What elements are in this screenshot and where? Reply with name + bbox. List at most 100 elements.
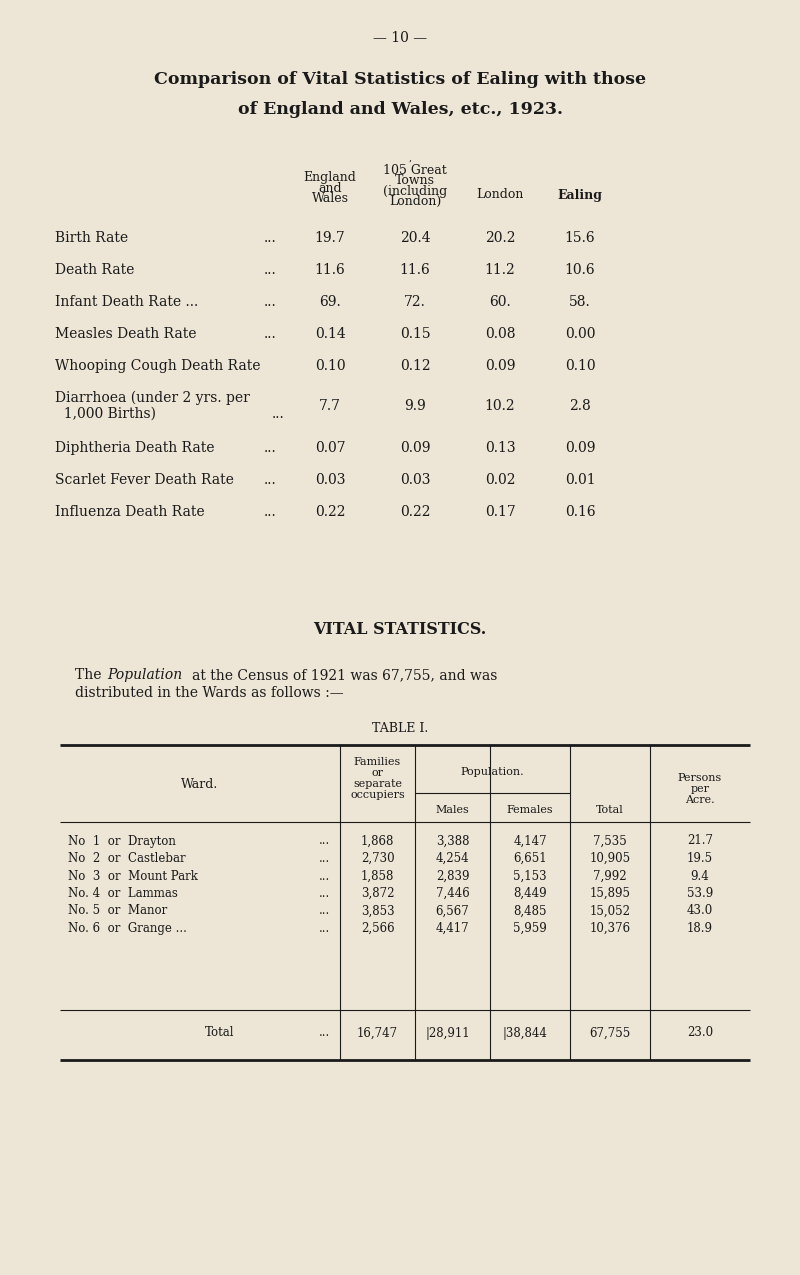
Text: 0.03: 0.03: [314, 473, 346, 487]
Text: 1,868: 1,868: [361, 835, 394, 848]
Text: ,: ,: [409, 153, 411, 162]
Text: Population.: Population.: [461, 768, 524, 776]
Text: 10,905: 10,905: [590, 852, 630, 864]
Text: London): London): [389, 195, 441, 208]
Text: ...: ...: [318, 870, 330, 882]
Text: |38,844: |38,844: [502, 1026, 547, 1039]
Text: 0.22: 0.22: [314, 505, 346, 519]
Text: 2.8: 2.8: [569, 399, 591, 413]
Text: Females: Females: [506, 805, 554, 815]
Text: ...: ...: [318, 852, 330, 864]
Text: 10.2: 10.2: [485, 399, 515, 413]
Text: distributed in the Wards as follows :—: distributed in the Wards as follows :—: [75, 686, 344, 700]
Text: Population: Population: [107, 668, 182, 682]
Text: Measles Death Rate: Measles Death Rate: [55, 326, 197, 340]
Text: Ward.: Ward.: [182, 779, 218, 792]
Text: ...: ...: [318, 904, 330, 918]
Text: 11.6: 11.6: [314, 263, 346, 277]
Text: 0.12: 0.12: [400, 360, 430, 374]
Text: 9.4: 9.4: [690, 870, 710, 882]
Text: 4,254: 4,254: [436, 852, 470, 864]
Text: 19.7: 19.7: [314, 231, 346, 245]
Text: 2,566: 2,566: [361, 922, 394, 935]
Text: ...: ...: [318, 835, 330, 848]
Text: 0.07: 0.07: [314, 441, 346, 455]
Text: or: or: [371, 768, 383, 778]
Text: 53.9: 53.9: [687, 887, 713, 900]
Text: 72.: 72.: [404, 295, 426, 309]
Text: 0.10: 0.10: [314, 360, 346, 374]
Text: 4,417: 4,417: [436, 922, 470, 935]
Text: No  1  or  Drayton: No 1 or Drayton: [68, 835, 176, 848]
Text: 0.10: 0.10: [565, 360, 595, 374]
Text: No  3  or  Mount Park: No 3 or Mount Park: [68, 870, 198, 882]
Text: No  2  or  Castlebar: No 2 or Castlebar: [68, 852, 186, 864]
Text: 69.: 69.: [319, 295, 341, 309]
Text: 0.09: 0.09: [565, 441, 595, 455]
Text: 7,446: 7,446: [436, 887, 470, 900]
Text: 8,449: 8,449: [513, 887, 547, 900]
Text: 60.: 60.: [489, 295, 511, 309]
Text: 0.08: 0.08: [485, 326, 515, 340]
Text: ...: ...: [264, 441, 276, 455]
Text: 105 Great: 105 Great: [383, 163, 447, 176]
Text: Death Rate: Death Rate: [55, 263, 134, 277]
Text: No. 5  or  Manor: No. 5 or Manor: [68, 904, 167, 918]
Text: 5,959: 5,959: [513, 922, 547, 935]
Text: Whooping Cough Death Rate: Whooping Cough Death Rate: [55, 360, 261, 374]
Text: TABLE I.: TABLE I.: [372, 722, 428, 734]
Text: per: per: [690, 784, 710, 794]
Text: 7,535: 7,535: [593, 835, 627, 848]
Text: Towns: Towns: [395, 175, 435, 187]
Text: Total: Total: [596, 805, 624, 815]
Text: 0.16: 0.16: [565, 505, 595, 519]
Text: Influenza Death Rate: Influenza Death Rate: [55, 505, 205, 519]
Text: ...: ...: [264, 326, 276, 340]
Text: 15,052: 15,052: [590, 904, 630, 918]
Text: 0.00: 0.00: [565, 326, 595, 340]
Text: ...: ...: [264, 231, 276, 245]
Text: ...: ...: [318, 922, 330, 935]
Text: ...: ...: [318, 1026, 330, 1039]
Text: separate: separate: [353, 779, 402, 789]
Text: Persons: Persons: [678, 773, 722, 783]
Text: 0.15: 0.15: [400, 326, 430, 340]
Text: 8,485: 8,485: [514, 904, 546, 918]
Text: 0.14: 0.14: [314, 326, 346, 340]
Text: No. 4  or  Lammas: No. 4 or Lammas: [68, 887, 178, 900]
Text: Males: Males: [436, 805, 470, 815]
Text: 0.17: 0.17: [485, 505, 515, 519]
Text: 3,853: 3,853: [361, 904, 394, 918]
Text: Acre.: Acre.: [685, 796, 715, 805]
Text: |28,911: |28,911: [425, 1026, 470, 1039]
Text: Scarlet Fever Death Rate: Scarlet Fever Death Rate: [55, 473, 234, 487]
Text: 5,153: 5,153: [513, 870, 547, 882]
Text: (including: (including: [383, 185, 447, 198]
Text: Wales: Wales: [311, 193, 349, 205]
Text: Comparison of Vital Statistics of Ealing with those: Comparison of Vital Statistics of Ealing…: [154, 71, 646, 88]
Text: — 10 —: — 10 —: [373, 31, 427, 45]
Text: London: London: [476, 189, 524, 201]
Text: 10.6: 10.6: [565, 263, 595, 277]
Text: 0.03: 0.03: [400, 473, 430, 487]
Text: Diarrhoea (under 2 yrs. per: Diarrhoea (under 2 yrs. per: [55, 391, 250, 405]
Text: 3,872: 3,872: [361, 887, 394, 900]
Text: 67,755: 67,755: [590, 1026, 630, 1039]
Text: 7.7: 7.7: [319, 399, 341, 413]
Text: VITAL STATISTICS.: VITAL STATISTICS.: [314, 621, 486, 639]
Text: 11.2: 11.2: [485, 263, 515, 277]
Text: 4,147: 4,147: [513, 835, 547, 848]
Text: 58.: 58.: [569, 295, 591, 309]
Text: 15.6: 15.6: [565, 231, 595, 245]
Text: 20.2: 20.2: [485, 231, 515, 245]
Text: 0.02: 0.02: [485, 473, 515, 487]
Text: ...: ...: [264, 295, 276, 309]
Text: Ealing: Ealing: [558, 189, 602, 201]
Text: 6,651: 6,651: [513, 852, 547, 864]
Text: 3,388: 3,388: [436, 835, 470, 848]
Text: 15,895: 15,895: [590, 887, 630, 900]
Text: 0.13: 0.13: [485, 441, 515, 455]
Text: England: England: [303, 172, 357, 185]
Text: Birth Rate: Birth Rate: [55, 231, 128, 245]
Text: Diphtheria Death Rate: Diphtheria Death Rate: [55, 441, 214, 455]
